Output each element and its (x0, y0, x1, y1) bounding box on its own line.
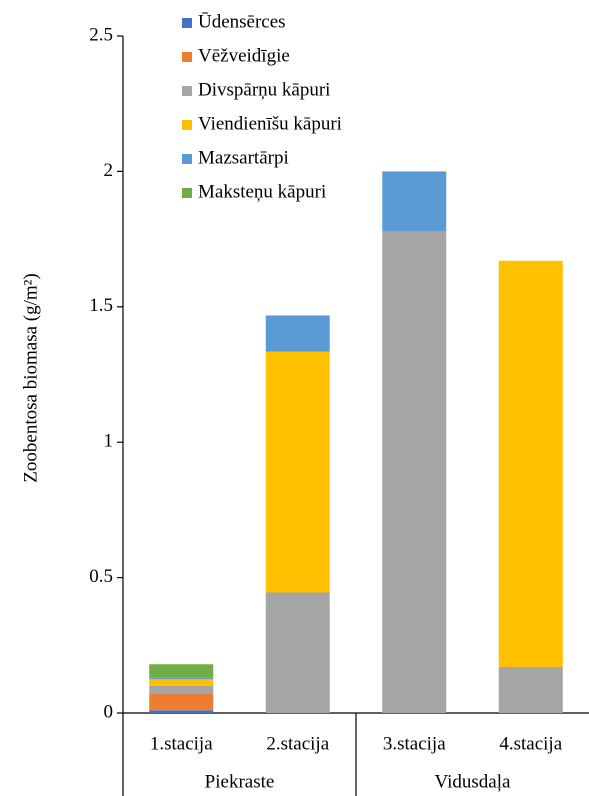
bar-segment (265, 351, 330, 593)
bar-segment (498, 260, 563, 667)
legend-label: Viendienīšu kāpuri (198, 113, 342, 134)
x-tick-label: 2.stacija (266, 733, 329, 754)
y-tick-label: 1 (104, 431, 114, 452)
bar-segment (149, 694, 214, 711)
y-tick-label: 2.5 (89, 24, 113, 45)
y-tick-label: 2 (104, 160, 114, 181)
bar-segment (149, 679, 214, 686)
bar-segment (149, 685, 214, 695)
legend-label: Maksteņu kāpuri (198, 181, 326, 202)
legend-swatch (182, 188, 192, 198)
legend-label: Divspārņu kāpuri (198, 79, 330, 100)
bar-segment (382, 230, 447, 713)
x-tick-label: 4.stacija (499, 733, 562, 754)
y-tick-label: 0 (104, 701, 114, 722)
legend-label: Ūdensērces (198, 11, 286, 32)
legend-swatch (182, 120, 192, 130)
bar-segment (149, 710, 214, 713)
y-tick-label: 0.5 (89, 566, 113, 587)
group-label: Vidusdaļa (435, 771, 511, 792)
y-axis-label: Zoobentosa biomasa (g/m²) (20, 273, 41, 482)
legend-swatch (182, 52, 192, 62)
y-tick-label: 1.5 (89, 295, 113, 316)
bar-segment (265, 592, 330, 713)
bar-segment (382, 171, 447, 231)
legend-swatch (182, 86, 192, 96)
legend-label: Vēžveidīgie (198, 45, 290, 66)
bar-segment (265, 315, 330, 352)
legend-swatch (182, 154, 192, 164)
bar-segment (498, 666, 563, 713)
x-tick-label: 1.stacija (150, 733, 213, 754)
group-label: Piekraste (205, 771, 275, 792)
x-tick-label: 3.stacija (383, 733, 446, 754)
bar-segment (149, 664, 214, 678)
bar-segment (149, 677, 214, 680)
legend-swatch (182, 18, 192, 28)
legend-label: Mazsartārpi (198, 147, 289, 168)
